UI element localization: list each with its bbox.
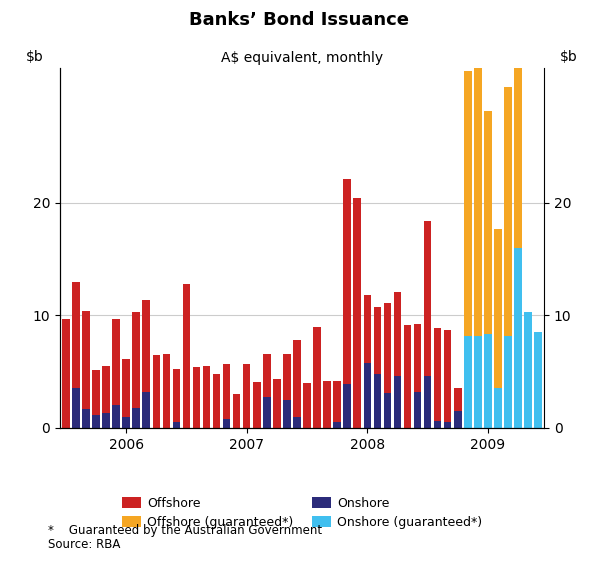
Bar xyxy=(343,179,351,384)
Bar xyxy=(233,394,240,428)
Bar xyxy=(504,241,512,374)
Bar xyxy=(464,336,472,428)
Bar xyxy=(182,284,190,428)
Bar xyxy=(535,332,542,428)
Bar xyxy=(514,349,522,372)
Bar xyxy=(82,409,90,428)
Bar xyxy=(454,411,462,428)
Bar xyxy=(132,312,140,408)
Bar xyxy=(474,417,481,428)
Bar xyxy=(173,369,180,422)
Bar xyxy=(474,336,481,428)
Bar xyxy=(393,376,401,428)
Bar xyxy=(535,356,542,375)
Bar xyxy=(374,307,381,374)
Bar xyxy=(112,319,120,405)
Text: $b: $b xyxy=(560,50,578,64)
Bar xyxy=(454,388,462,411)
Bar xyxy=(123,417,130,428)
Bar xyxy=(424,376,431,428)
Bar xyxy=(263,397,270,428)
Bar xyxy=(62,319,69,428)
Bar xyxy=(173,422,180,428)
Bar xyxy=(72,388,80,428)
Bar xyxy=(524,373,532,428)
Bar xyxy=(504,87,512,336)
Bar xyxy=(283,400,291,428)
Bar xyxy=(404,325,411,428)
Bar xyxy=(474,412,481,417)
Bar xyxy=(253,382,261,428)
Bar xyxy=(494,229,502,388)
Bar xyxy=(92,415,100,428)
Legend: Offshore, Offshore (guaranteed*), Onshore, Onshore (guaranteed*): Offshore, Offshore (guaranteed*), Onshor… xyxy=(117,492,487,534)
Bar xyxy=(535,375,542,428)
Bar xyxy=(424,221,431,376)
Bar xyxy=(223,364,230,419)
Text: $b: $b xyxy=(26,50,44,64)
Bar xyxy=(434,328,441,421)
Bar xyxy=(384,393,391,428)
Bar xyxy=(243,364,251,428)
Bar xyxy=(203,366,210,428)
Bar xyxy=(514,248,522,428)
Bar xyxy=(474,3,481,336)
Bar xyxy=(92,370,100,415)
Bar xyxy=(484,111,492,334)
Bar xyxy=(334,381,341,422)
Bar xyxy=(364,295,371,363)
Bar xyxy=(494,388,502,428)
Bar xyxy=(524,312,532,428)
Bar xyxy=(514,0,522,248)
Bar xyxy=(163,354,170,428)
Bar xyxy=(414,392,422,428)
Bar xyxy=(324,381,331,428)
Text: *    Guaranteed by the Australian Government: * Guaranteed by the Australian Governmen… xyxy=(48,524,322,537)
Bar xyxy=(102,413,110,428)
Bar xyxy=(283,354,291,400)
Bar xyxy=(504,336,512,428)
Bar xyxy=(313,327,321,428)
Bar xyxy=(293,340,301,417)
Bar xyxy=(464,427,472,428)
Bar xyxy=(444,330,451,422)
Bar xyxy=(514,372,522,428)
Bar xyxy=(393,292,401,376)
Bar xyxy=(444,422,451,428)
Bar xyxy=(142,300,150,392)
Bar xyxy=(132,408,140,428)
Bar xyxy=(123,359,130,417)
Bar xyxy=(353,198,361,428)
Text: Banks’ Bond Issuance: Banks’ Bond Issuance xyxy=(189,11,409,29)
Bar xyxy=(112,405,120,428)
Bar xyxy=(364,363,371,428)
Bar xyxy=(263,354,270,397)
Bar xyxy=(293,417,301,428)
Bar xyxy=(193,367,200,428)
Bar xyxy=(152,355,160,428)
Bar xyxy=(434,421,441,428)
Bar xyxy=(273,379,280,428)
Bar xyxy=(303,383,311,428)
Bar xyxy=(464,71,472,336)
Bar xyxy=(374,374,381,428)
Bar xyxy=(343,384,351,428)
Bar xyxy=(524,352,532,373)
Bar xyxy=(504,374,512,428)
Bar xyxy=(102,366,110,413)
Bar xyxy=(484,334,492,428)
Bar xyxy=(223,419,230,428)
Bar xyxy=(72,282,80,388)
Bar xyxy=(142,392,150,428)
Bar xyxy=(414,324,422,392)
Title: A$ equivalent, monthly: A$ equivalent, monthly xyxy=(221,51,383,65)
Bar xyxy=(384,303,391,393)
Bar xyxy=(213,374,220,428)
Bar xyxy=(82,311,90,409)
Bar xyxy=(334,422,341,428)
Text: Source: RBA: Source: RBA xyxy=(48,538,120,551)
